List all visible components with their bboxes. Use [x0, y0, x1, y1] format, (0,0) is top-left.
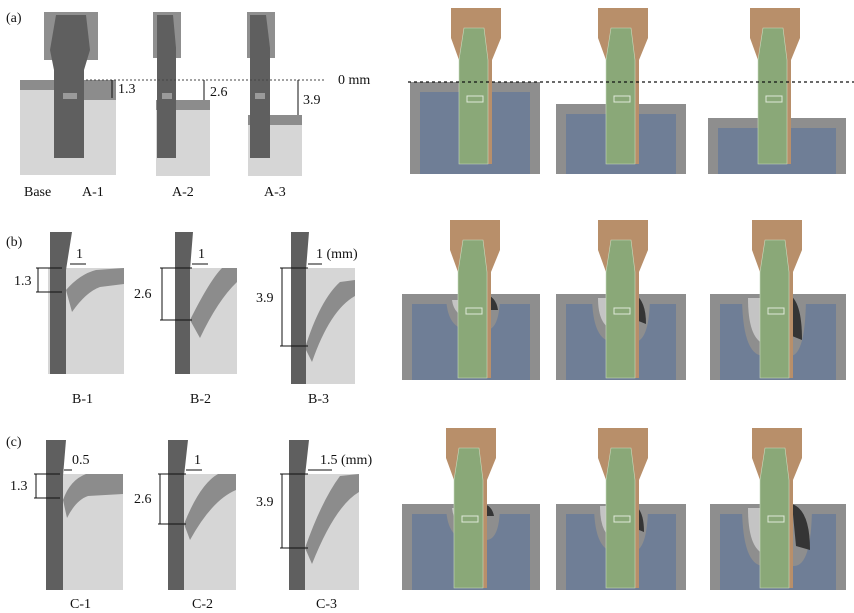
schematic-c1 [46, 440, 123, 590]
name-c2: C-2 [192, 597, 213, 612]
schematic-c2 [168, 440, 236, 590]
name-c3: C-3 [316, 597, 337, 612]
name-c1: C-1 [70, 597, 91, 612]
width-b3: 1 (mm) [316, 247, 358, 262]
depth-b1: 1.3 [14, 274, 32, 289]
schematic-b3 [291, 232, 355, 384]
name-b2: B-2 [190, 392, 211, 407]
base-label: Base [24, 185, 51, 200]
model-c3 [710, 428, 846, 590]
panel-c-tag: (c) [6, 435, 22, 450]
model-c2 [556, 428, 686, 590]
model-c1 [402, 428, 540, 590]
name-b1: B-1 [72, 392, 93, 407]
depth-c2: 2.6 [134, 492, 152, 507]
depth-c1: 1.3 [10, 479, 28, 494]
model-a1 [410, 8, 540, 174]
depth-a2: 2.6 [210, 85, 228, 100]
depth-b3: 3.9 [256, 291, 274, 306]
panel-b-tag: (b) [6, 235, 23, 250]
schematic-a2 [153, 12, 210, 176]
depth-b2: 2.6 [134, 287, 152, 302]
name-a2: A-2 [172, 185, 194, 200]
model-b1 [402, 220, 540, 380]
name-b3: B-3 [308, 392, 329, 407]
schematic-c3 [289, 440, 359, 590]
depth-c3: 3.9 [256, 495, 274, 510]
width-c3: 1.5 (mm) [320, 453, 372, 468]
width-c2: 1 [194, 453, 201, 468]
schematic-a1 [20, 12, 116, 175]
name-a1: A-1 [82, 185, 104, 200]
schematic-a3 [247, 12, 302, 176]
model-a2 [556, 8, 686, 174]
depth-a3: 3.9 [303, 93, 321, 108]
width-b2: 1 [198, 247, 205, 262]
model-b2 [556, 220, 686, 380]
model-a3 [708, 8, 846, 174]
name-a3: A-3 [264, 185, 286, 200]
depth-a1: 1.3 [118, 82, 136, 97]
zero-label: 0 mm [338, 73, 370, 88]
width-b1: 1 [76, 247, 83, 262]
width-c1: 0.5 [72, 453, 90, 468]
panel-a-tag: (a) [6, 11, 22, 26]
model-b3 [710, 220, 846, 380]
schematic-b2 [175, 232, 237, 374]
schematic-b1 [48, 232, 124, 374]
